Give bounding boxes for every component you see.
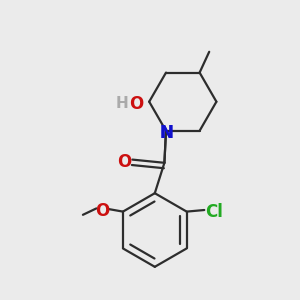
- Text: H: H: [116, 96, 128, 111]
- Text: O: O: [129, 95, 143, 113]
- Text: N: N: [159, 124, 173, 142]
- Text: Cl: Cl: [205, 203, 223, 221]
- Text: O: O: [95, 202, 109, 220]
- Text: O: O: [117, 153, 131, 171]
- Text: N: N: [159, 124, 173, 142]
